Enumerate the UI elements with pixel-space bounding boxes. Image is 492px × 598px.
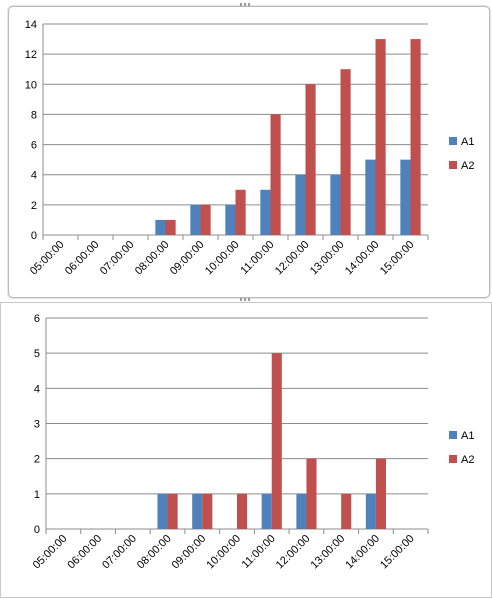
x-tick-label: 11:00:00 bbox=[238, 239, 276, 277]
y-tick-label: 10 bbox=[25, 79, 37, 91]
chart-top-svg: 0 2 4 6 8 10 12 14 05:00:0006:00:0007:00:0008:00… bbox=[25, 19, 475, 278]
x-tick-label: 09:00:00 bbox=[168, 239, 207, 278]
bar-a1 bbox=[296, 493, 307, 529]
x-tick-label: 08:00:00 bbox=[133, 239, 172, 278]
y-tick-label: 0 bbox=[34, 524, 40, 536]
x-tick-label: 05:00:00 bbox=[28, 239, 67, 278]
y-tick-label: 2 bbox=[34, 454, 40, 466]
x-tick-label: 07:00:00 bbox=[98, 239, 137, 278]
bar-a2 bbox=[270, 114, 281, 235]
x-tick-label: 15:00:00 bbox=[378, 239, 417, 278]
bar-a1 bbox=[225, 204, 236, 235]
x-tick-label: 15:00:00 bbox=[378, 533, 417, 572]
y-tick-label: 6 bbox=[31, 140, 37, 152]
x-tick-label: 14:00:00 bbox=[343, 533, 382, 572]
resize-handle-top[interactable] bbox=[240, 3, 252, 6]
chart-bottom-svg: 0 1 2 3 4 5 6 05:00:0006:00:0007:00:0008:00:000… bbox=[31, 313, 475, 572]
legend-label-a2: A2 bbox=[461, 454, 474, 466]
x-tick-label: 12:00:00 bbox=[273, 239, 312, 278]
legend-swatch-a2 bbox=[449, 161, 457, 169]
chart-top[interactable]: 0 2 4 6 8 10 12 14 05:00:00 06:00:00 07:00:00 08:00… bbox=[8, 6, 490, 298]
x-tick-label: 08:00:00 bbox=[135, 533, 174, 572]
chart-bottom[interactable]: 0 1 2 3 4 5 6 05:00:00 06:00:00 07:00:00 08:00:00 0… bbox=[0, 302, 492, 598]
bar-a1 bbox=[365, 493, 376, 529]
bar-a1 bbox=[192, 493, 203, 529]
legend-swatch-a1 bbox=[449, 431, 457, 439]
bar-a2 bbox=[237, 493, 248, 529]
x-tick-label: 06:00:00 bbox=[63, 239, 102, 278]
y-tick-label: 6 bbox=[34, 313, 40, 325]
y-tick-label: 5 bbox=[34, 348, 40, 360]
bar-a2 bbox=[202, 493, 213, 529]
bar-a2 bbox=[341, 493, 352, 529]
x-tick-label: 10:00:00 bbox=[204, 533, 243, 572]
bar-a1 bbox=[157, 493, 168, 529]
bar-a2 bbox=[410, 39, 421, 236]
bar-a1 bbox=[365, 159, 376, 235]
bar-a2 bbox=[375, 458, 386, 529]
bar-a1 bbox=[155, 219, 166, 235]
x-tick-label: 06:00:00 bbox=[65, 533, 104, 572]
legend-label-a1: A1 bbox=[461, 430, 474, 442]
y-tick-label: 1 bbox=[34, 489, 40, 501]
y-tick-label: 3 bbox=[34, 419, 40, 431]
x-tick-label: 09:00:00 bbox=[170, 533, 209, 572]
legend-label-a2: A2 bbox=[461, 160, 474, 172]
y-tick-label: 2 bbox=[31, 200, 37, 212]
y-tick-label: 0 bbox=[31, 230, 37, 242]
bar-a2 bbox=[167, 493, 178, 529]
bar-a1 bbox=[400, 159, 411, 235]
bar-a2 bbox=[375, 39, 386, 236]
y-tick-label: 14 bbox=[25, 19, 37, 31]
bar-a1 bbox=[190, 204, 201, 235]
bar-a1 bbox=[261, 493, 272, 529]
bar-a2 bbox=[165, 219, 176, 235]
y-tick-label: 4 bbox=[34, 383, 40, 395]
bar-a2 bbox=[271, 353, 282, 529]
legend-swatch-a1 bbox=[449, 137, 457, 145]
bar-a2 bbox=[200, 204, 211, 235]
x-tick-label: 11:00:00 bbox=[240, 533, 278, 571]
bar-a1 bbox=[295, 174, 306, 235]
x-tick-label: 14:00:00 bbox=[343, 239, 382, 278]
x-tick-label: 13:00:00 bbox=[308, 239, 347, 278]
y-tick-label: 4 bbox=[31, 170, 37, 182]
legend-label-a1: A1 bbox=[461, 136, 474, 148]
x-tick-label: 07:00:00 bbox=[100, 533, 139, 572]
legend-swatch-a2 bbox=[449, 455, 457, 463]
y-tick-label: 12 bbox=[25, 49, 37, 61]
bar-a2 bbox=[306, 458, 317, 529]
x-tick-label: 10:00:00 bbox=[203, 239, 242, 278]
bar-a1 bbox=[330, 174, 341, 235]
bar-a2 bbox=[305, 84, 316, 236]
x-tick-label: 12:00:00 bbox=[274, 533, 313, 572]
x-tick-label: 13:00:00 bbox=[309, 533, 348, 572]
bar-a2 bbox=[340, 69, 351, 235]
bar-a2 bbox=[235, 189, 246, 235]
x-tick-label: 05:00:00 bbox=[31, 533, 70, 572]
resize-handle-middle[interactable] bbox=[240, 298, 252, 301]
y-tick-label: 8 bbox=[31, 109, 37, 121]
bar-a1 bbox=[260, 189, 271, 235]
